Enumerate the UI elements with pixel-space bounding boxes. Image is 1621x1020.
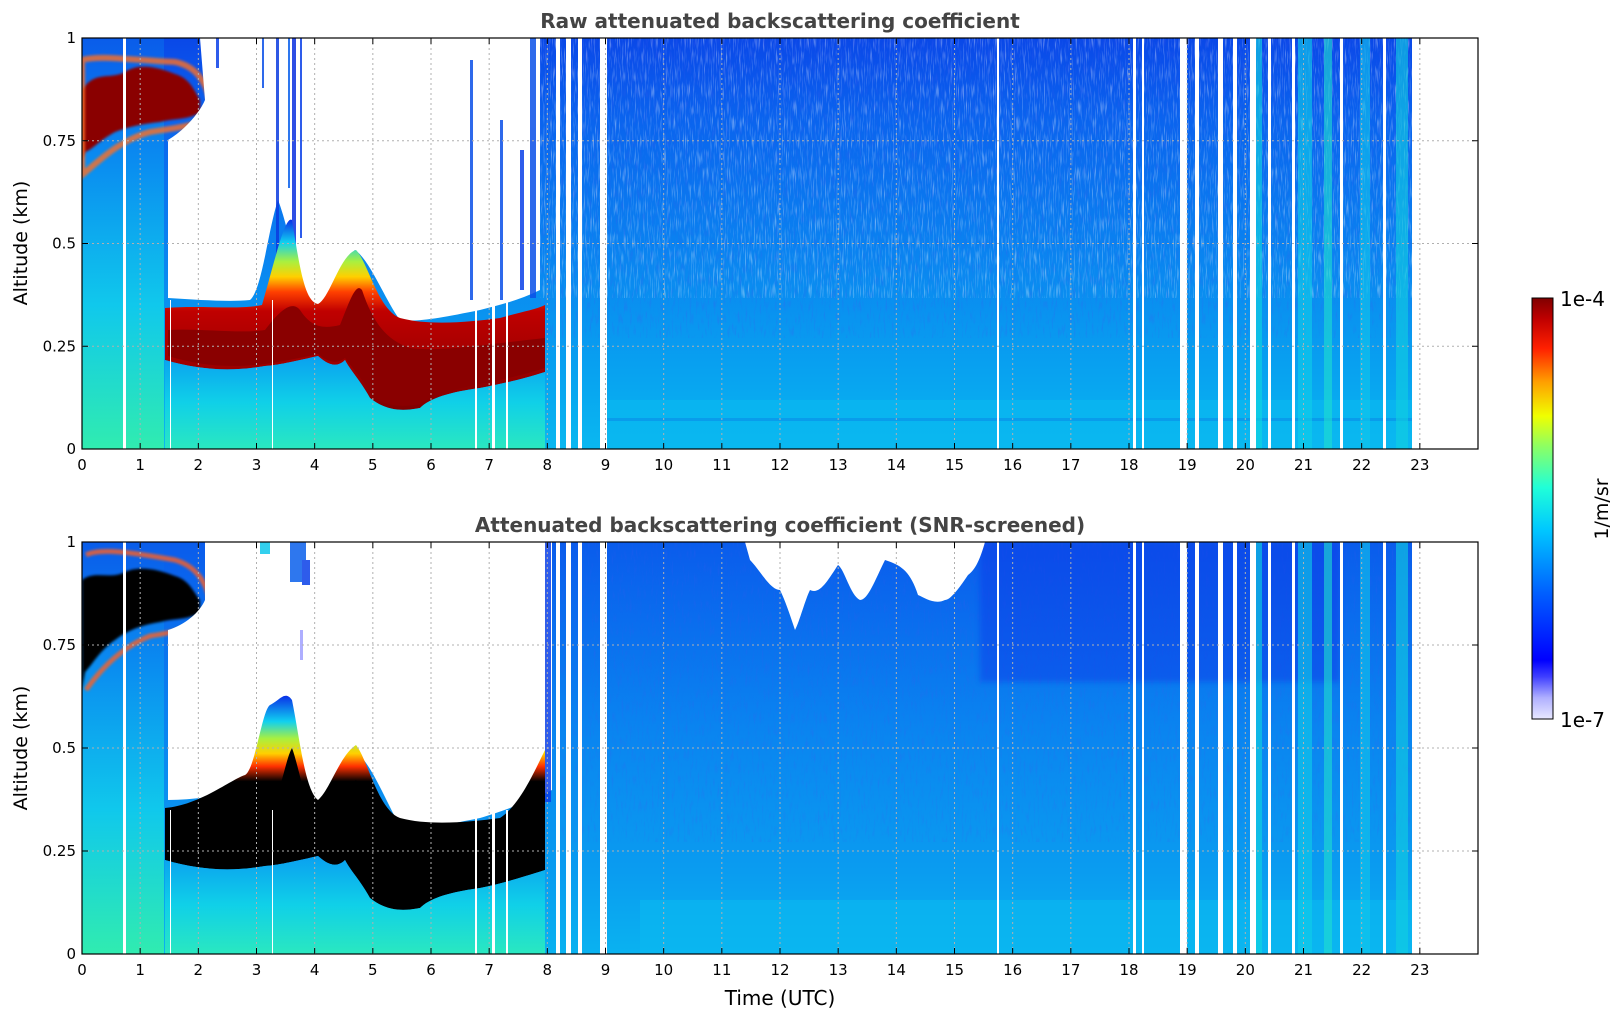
x-tick-label: 12 [770,456,789,474]
x-tick-label: 16 [1003,961,1022,979]
x-tick-label: 0 [77,961,87,979]
x-tick-label: 17 [1061,456,1080,474]
screened-white-region [745,542,985,630]
x-tick-label: 2 [194,456,204,474]
colorbar-min-label: 1e-7 [1560,708,1605,732]
y-tick-label: 0.25 [43,337,76,355]
x-tick-label: 23 [1410,961,1429,979]
y-axis-label: Altitude (km) [10,181,32,306]
x-tick-label: 7 [484,456,494,474]
x-tick-label: 23 [1410,456,1429,474]
x-tick-label: 19 [1178,961,1197,979]
near-ground-band [600,400,1478,449]
x-tick-label: 6 [426,456,436,474]
y-axis-ticks: 0 0.25 0.5 0.75 1 [43,29,1478,458]
x-axis-ticks: 0 1 2 3 4 5 6 7 8 9 10 11 12 13 14 15 16 17 18 19 20 21 22 23 [77,542,1429,979]
x-tick-label: 11 [712,961,731,979]
upper-blue-zone [980,542,1340,682]
x-tick-label: 8 [543,961,553,979]
y-tick-label: 0.75 [43,636,76,654]
y-tick-label: 0.25 [43,842,76,860]
y-tick-label: 0 [66,440,76,458]
x-tick-label: 19 [1178,456,1197,474]
x-tick-label: 16 [1003,456,1022,474]
heatmap-noise-dark [540,38,1478,338]
x-tick-label: 14 [887,456,906,474]
x-tick-label: 5 [368,456,378,474]
x-axis-ticks: 0 1 2 3 4 5 6 7 8 9 10 11 12 13 14 15 16 17 18 19 20 21 22 23 [77,38,1429,474]
x-tick-label: 20 [1236,456,1255,474]
x-tick-label: 9 [601,456,611,474]
colorbar-unit-label: 1/m/sr [1591,478,1613,539]
x-tick-label: 10 [654,456,673,474]
y-axis-ticks: 0 0.25 0.5 0.75 1 [43,533,1478,963]
x-tick-label: 12 [770,961,789,979]
x-tick-label: 4 [310,961,320,979]
chart-title: Attenuated backscattering coefficient (S… [475,513,1085,537]
y-tick-label: 0.5 [52,739,76,757]
x-tick-label: 7 [484,961,494,979]
x-tick-label: 18 [1119,456,1138,474]
y-tick-label: 1 [66,29,76,47]
x-tick-label: 21 [1294,456,1313,474]
y-tick-label: 0.5 [52,235,76,253]
x-tick-label: 15 [945,456,964,474]
x-tick-label: 13 [829,961,848,979]
grid-lines [82,38,1478,449]
y-tick-label: 1 [66,533,76,551]
x-tick-label: 20 [1236,961,1255,979]
panel-screened: Attenuated backscattering coefficient (S… [10,513,1479,1010]
x-tick-label: 13 [829,456,848,474]
x-tick-label: 17 [1061,961,1080,979]
x-tick-label: 8 [543,456,553,474]
x-tick-label: 15 [945,961,964,979]
x-axis-label: Time (UTC) [724,986,836,1010]
x-tick-label: 5 [368,961,378,979]
cloud-core [168,748,545,906]
colorbar-max-label: 1e-4 [1560,287,1605,311]
x-tick-label: 21 [1294,961,1313,979]
x-tick-label: 1 [135,456,145,474]
early-cloud [82,568,200,690]
x-tick-label: 2 [194,961,204,979]
x-tick-label: 11 [712,456,731,474]
surface-line [600,418,1478,421]
x-tick-label: 3 [252,961,262,979]
x-tick-label: 3 [252,456,262,474]
early-cloud [82,66,200,160]
grid-lines [82,542,1478,954]
x-tick-label: 22 [1352,961,1371,979]
below-cloud-region [165,856,545,954]
x-tick-label: 4 [310,456,320,474]
x-tick-label: 6 [426,961,436,979]
y-axis-label: Altitude (km) [10,686,32,811]
x-tick-label: 14 [887,961,906,979]
colorbar: 1e-4 1e-7 1/m/sr [1531,287,1613,732]
scattered-columns [260,542,551,802]
x-tick-label: 22 [1352,456,1371,474]
panel-raw: Raw attenuated backscattering coefficien… [10,9,1479,474]
x-tick-label: 18 [1119,961,1138,979]
x-tick-label: 0 [77,456,87,474]
no-signal-region [168,38,540,321]
chart-title: Raw attenuated backscattering coefficien… [540,9,1020,33]
x-tick-label: 10 [654,961,673,979]
x-tick-label: 1 [135,961,145,979]
cloud-core [168,288,545,406]
y-tick-label: 0 [66,945,76,963]
near-ground-band [640,900,1478,954]
x-tick-label: 9 [601,961,611,979]
y-tick-label: 0.75 [43,132,76,150]
below-cloud-region [165,356,545,449]
colorbar-gradient [1531,297,1554,720]
